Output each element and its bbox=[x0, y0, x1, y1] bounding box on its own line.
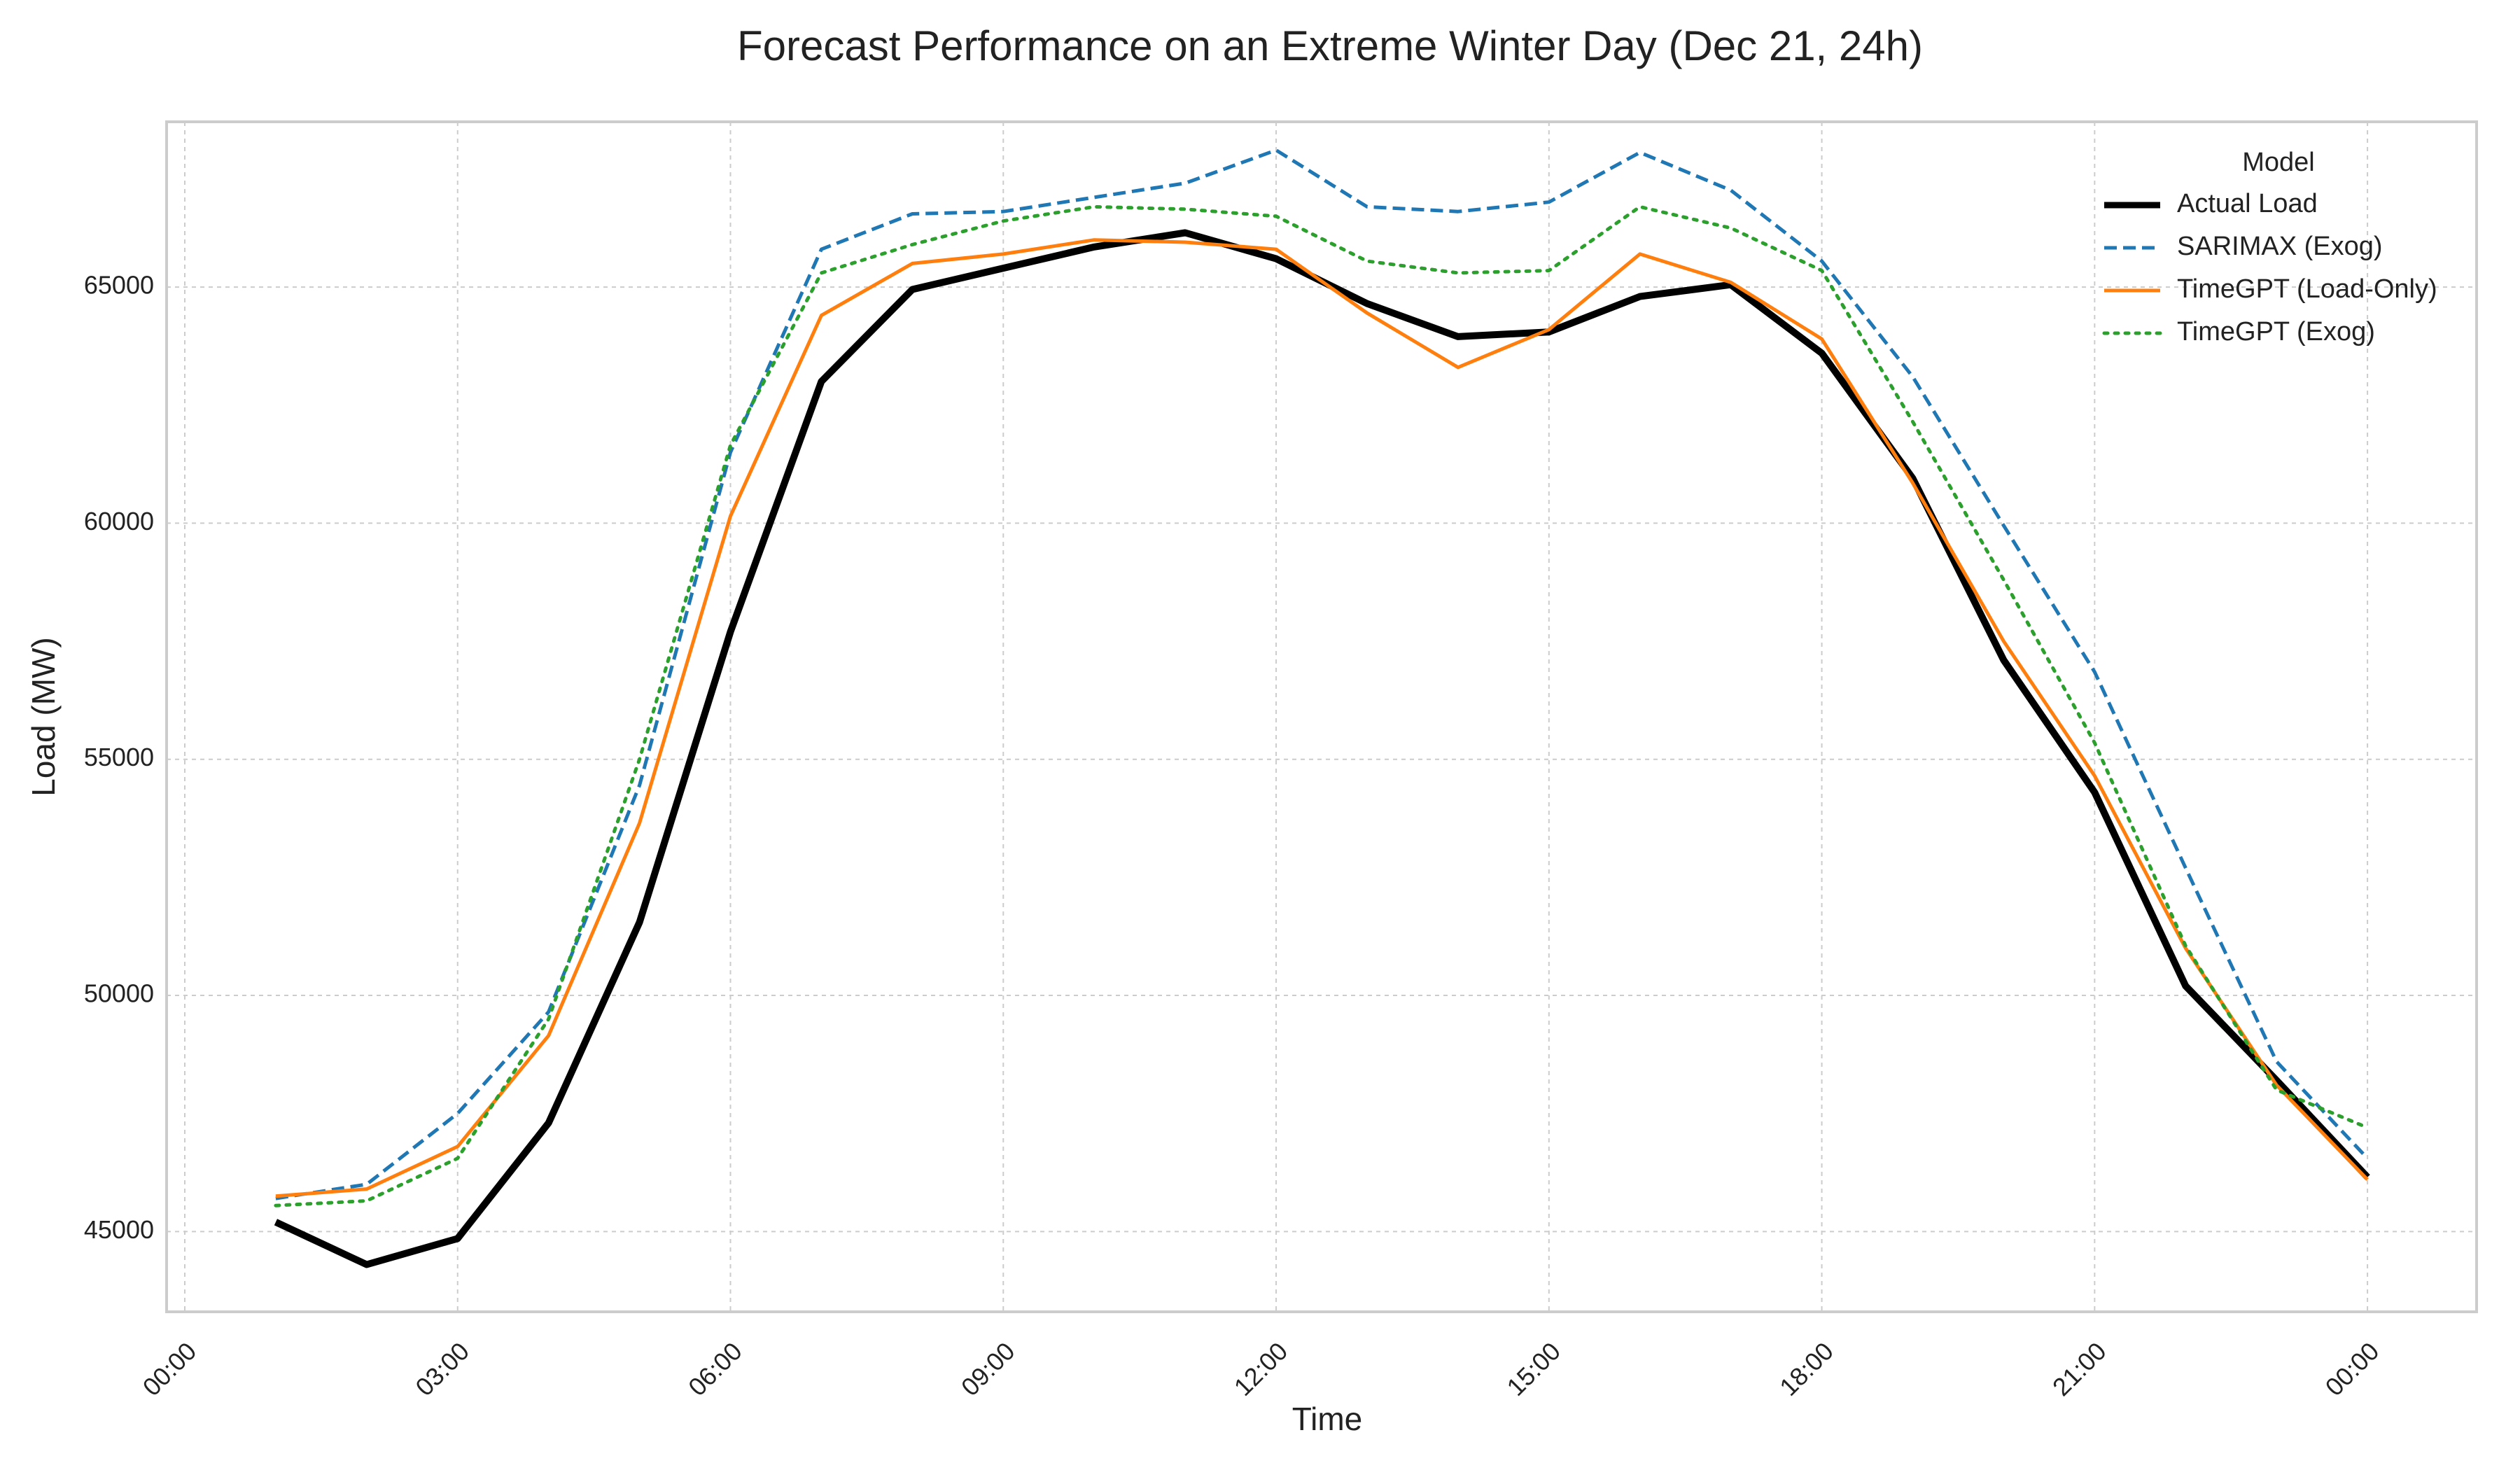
y-axis-label: Load (MW) bbox=[25, 637, 62, 796]
series-layer bbox=[274, 148, 2370, 1268]
legend-label-timegpt-exog: TimeGPT (Exog) bbox=[2177, 317, 2375, 346]
y-tick-label: 55000 bbox=[84, 743, 154, 771]
series-line-timegpt-load-only bbox=[275, 238, 2369, 1198]
legend-title: Model bbox=[2242, 148, 2315, 177]
y-tick-label: 60000 bbox=[84, 507, 154, 536]
y-tick-label: 45000 bbox=[84, 1215, 154, 1244]
x-axis-label: Time bbox=[1292, 1401, 1363, 1437]
legend-label-sarimax-exog: SARIMAX (Exog) bbox=[2177, 232, 2383, 261]
y-tick-label: 50000 bbox=[84, 979, 154, 1008]
legend-label-timegpt-load-only: TimeGPT (Load-Only) bbox=[2177, 274, 2437, 304]
legend-label-actual-load: Actual Load bbox=[2177, 189, 2318, 218]
grid-layer bbox=[167, 122, 2477, 1312]
legend-items: Actual Load SARIMAX (Exog) TimeGPT (Load-O… bbox=[2102, 189, 2437, 346]
plot-frame bbox=[165, 120, 2478, 1313]
series-line-timegpt-exog bbox=[274, 204, 2370, 1208]
series-line-sarimax-exog bbox=[275, 148, 2369, 1200]
chart-title: Forecast Performance on an Extreme Winte… bbox=[737, 22, 1923, 69]
legend: Model Actual Load SARIMAX (Exog) TimeGPT (… bbox=[2102, 148, 2437, 346]
y-tick-label: 65000 bbox=[84, 271, 154, 300]
